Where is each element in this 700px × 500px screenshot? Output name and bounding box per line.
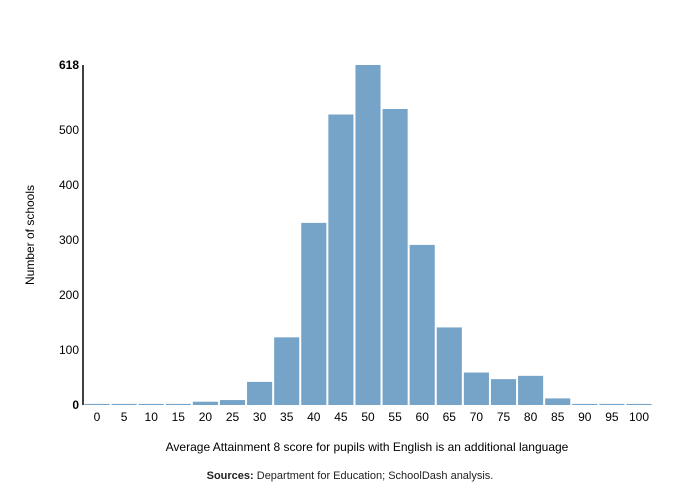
x-tick-label-80: 80 bbox=[524, 410, 538, 424]
x-tick-label-60: 60 bbox=[416, 410, 430, 424]
x-tick-label-15: 15 bbox=[172, 410, 186, 424]
y-tick-label-500: 500 bbox=[59, 123, 79, 137]
x-tick-label-55: 55 bbox=[388, 410, 402, 424]
bar-90 bbox=[572, 403, 598, 405]
x-tick-label-10: 10 bbox=[145, 410, 159, 424]
source-note: Sources: Department for Education; Schoo… bbox=[0, 470, 700, 482]
bars-group bbox=[84, 65, 652, 405]
x-tick-label-100: 100 bbox=[629, 410, 649, 424]
bar-25 bbox=[219, 400, 246, 405]
bar-60 bbox=[409, 244, 435, 405]
bar-95 bbox=[599, 403, 625, 405]
bar-80 bbox=[518, 375, 544, 405]
x-tick-label-35: 35 bbox=[280, 410, 294, 424]
bar-35 bbox=[274, 337, 300, 405]
x-tick-label-85: 85 bbox=[551, 410, 565, 424]
x-tick-label-95: 95 bbox=[605, 410, 619, 424]
y-tick-label-0: 0 bbox=[72, 398, 79, 412]
y-axis-title: Number of schools bbox=[23, 185, 37, 285]
bar-45 bbox=[328, 114, 354, 405]
bar-0 bbox=[84, 403, 110, 405]
y-tick-label-400: 400 bbox=[59, 178, 79, 192]
y-tick-label-100: 100 bbox=[59, 343, 79, 357]
bar-5 bbox=[111, 403, 137, 405]
bar-55 bbox=[382, 109, 408, 405]
bar-10 bbox=[138, 403, 164, 405]
x-tick-label-50: 50 bbox=[361, 410, 375, 424]
y-tick-label-200: 200 bbox=[59, 288, 79, 302]
bar-65 bbox=[436, 327, 462, 405]
bar-15 bbox=[165, 403, 191, 405]
y-tick-label-300: 300 bbox=[59, 233, 79, 247]
x-tick-label-25: 25 bbox=[226, 410, 240, 424]
bar-100 bbox=[626, 403, 652, 405]
x-axis-ticks: 0 5 10 15 20 25 30 35 40 45 50 55 60 65 70 75 80 85 90 95 10… bbox=[94, 410, 650, 424]
bar-30 bbox=[247, 381, 273, 405]
x-tick-label-90: 90 bbox=[578, 410, 592, 424]
source-label: Sources: bbox=[206, 470, 254, 482]
x-tick-label-65: 65 bbox=[443, 410, 457, 424]
x-tick-label-0: 0 bbox=[94, 410, 101, 424]
bar-70 bbox=[463, 372, 489, 405]
bar-85 bbox=[545, 398, 571, 405]
bar-40 bbox=[301, 222, 327, 405]
x-tick-label-45: 45 bbox=[334, 410, 348, 424]
x-tick-label-70: 70 bbox=[470, 410, 484, 424]
x-tick-label-20: 20 bbox=[199, 410, 213, 424]
x-axis-title: Average Attainment 8 score for pupils wi… bbox=[166, 440, 569, 454]
x-tick-label-5: 5 bbox=[121, 410, 128, 424]
bar-50 bbox=[355, 65, 381, 405]
bar-20 bbox=[192, 401, 218, 405]
source-text: Department for Education; SchoolDash ana… bbox=[253, 470, 494, 482]
x-tick-label-30: 30 bbox=[253, 410, 267, 424]
x-tick-label-40: 40 bbox=[307, 410, 321, 424]
y-tick-label-618: 618 bbox=[59, 58, 79, 72]
x-tick-label-75: 75 bbox=[497, 410, 511, 424]
y-axis-ticks: 0 100 200 300 400 500 618 bbox=[59, 58, 79, 412]
bar-75 bbox=[490, 379, 517, 405]
